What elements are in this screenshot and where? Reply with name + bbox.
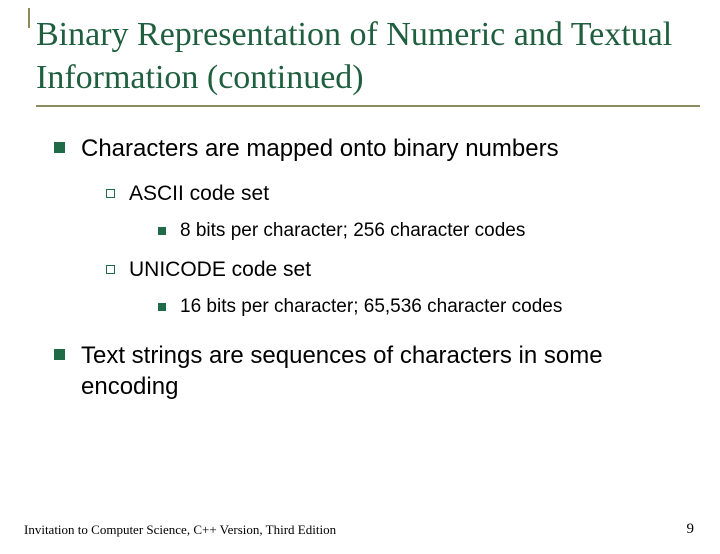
square-bullet-icon — [54, 349, 65, 360]
list-item: UNICODE code set — [106, 258, 678, 282]
title-block: Binary Representation of Numeric and Tex… — [36, 14, 700, 107]
list-item-text: 16 bits per character; 65,536 character … — [180, 296, 562, 318]
title-tick — [28, 8, 30, 28]
list-item-text: Characters are mapped onto binary number… — [81, 133, 559, 164]
list-item-text: Text strings are sequences of characters… — [81, 340, 678, 402]
page-number: 9 — [687, 521, 695, 538]
content-area: Characters are mapped onto binary number… — [54, 133, 678, 403]
list-item: Characters are mapped onto binary number… — [54, 133, 678, 164]
title-underline — [36, 105, 700, 107]
list-item-text: 8 bits per character; 256 character code… — [180, 220, 525, 242]
square-bullet-icon — [158, 227, 166, 235]
square-bullet-icon — [54, 142, 65, 153]
list-item: 8 bits per character; 256 character code… — [158, 220, 678, 242]
outline-square-bullet-icon — [106, 189, 115, 198]
slide: Binary Representation of Numeric and Tex… — [0, 14, 720, 554]
footer-source: Invitation to Computer Science, C++ Vers… — [24, 522, 336, 538]
outline-square-bullet-icon — [106, 265, 115, 274]
list-item: Text strings are sequences of characters… — [54, 340, 678, 402]
list-item-text: UNICODE code set — [129, 258, 311, 282]
list-item: ASCII code set — [106, 182, 678, 206]
slide-title: Binary Representation of Numeric and Tex… — [36, 14, 700, 99]
square-bullet-icon — [158, 303, 166, 311]
list-item: 16 bits per character; 65,536 character … — [158, 296, 678, 318]
list-item-text: ASCII code set — [129, 182, 269, 206]
